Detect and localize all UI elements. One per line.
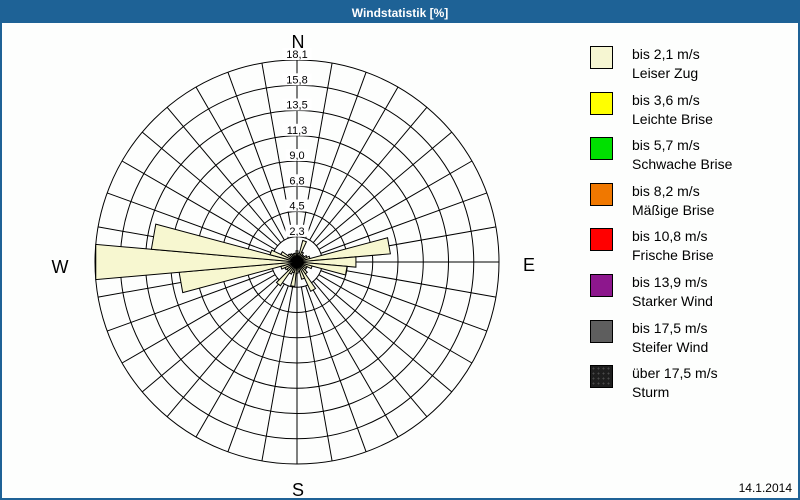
legend-speed-label: bis 8,2 m/s	[632, 182, 700, 199]
window-title: Windstatistik [%]	[351, 5, 449, 20]
grid-spoke	[195, 283, 285, 438]
grid-spoke	[227, 72, 289, 239]
legend-item: bis 17,5 m/s Steifer Wind	[590, 319, 732, 365]
grid-spoke	[121, 160, 276, 250]
grid-spoke	[309, 86, 399, 241]
grid-spoke	[261, 286, 294, 462]
legend-swatch	[590, 228, 613, 252]
legend-speed-label: bis 10,8 m/s	[632, 228, 708, 245]
scale-label-bg	[285, 174, 309, 187]
grid-spoke	[305, 285, 367, 452]
wind-rose: 2,3 4,5 6,8 9,0 11,3 13,5 15,8 18,1N E S W	[52, 32, 536, 500]
grid-spoke	[107, 192, 274, 254]
scale-label: 15,8	[286, 74, 307, 86]
wind-sector-bar	[294, 252, 298, 263]
scale-label: 6,8	[289, 175, 304, 187]
grid-spoke	[316, 131, 453, 247]
legend-item: bis 13,9 m/s Starker Wind	[590, 273, 732, 319]
scale-label-bg	[285, 149, 309, 161]
legend-item: bis 3,6 m/s Leichte Brise	[590, 91, 732, 137]
legend-speed-label: bis 13,9 m/s	[632, 273, 708, 290]
legend-speed-label: bis 17,5 m/s	[632, 319, 708, 336]
scale-label: 2,3	[289, 226, 304, 238]
grid-spoke	[141, 277, 278, 393]
legend-text: bis 2,1 m/s Leiser Zug	[632, 45, 700, 83]
grid-spoke	[316, 277, 453, 393]
legend-text: bis 10,8 m/s Frische Brise	[632, 227, 714, 265]
grid-spoke	[312, 106, 428, 243]
scale-label: 9,0	[289, 150, 304, 162]
scale-label-bg	[285, 224, 309, 237]
legend-item: bis 8,2 m/s Mäßige Brise	[590, 182, 732, 228]
legend-speed-label: bis 3,6 m/s	[632, 91, 700, 108]
scale-label: 18,1	[286, 49, 307, 61]
grid-spoke	[166, 281, 282, 418]
wind-sector-bar	[150, 223, 298, 263]
legend-swatch	[590, 182, 613, 206]
legend-swatch	[590, 91, 613, 115]
legend-text: bis 17,5 m/s Steifer Wind	[632, 319, 708, 357]
legend-swatch	[590, 273, 613, 297]
wind-sector-bar	[275, 261, 298, 287]
legend-text: bis 5,7 m/s Schwache Brise	[632, 136, 732, 174]
scale-label-bg	[282, 73, 312, 86]
legend-item: bis 2,1 m/s Leiser Zug	[590, 45, 732, 91]
compass-label-s: S	[292, 480, 304, 500]
legend-swatch	[590, 46, 613, 69]
grid-spoke	[107, 270, 274, 332]
legend-text: bis 8,2 m/s Mäßige Brise	[632, 182, 714, 220]
grid-spoke	[321, 265, 497, 298]
scale-label-bg	[282, 48, 312, 60]
legend-item: bis 5,7 m/s Schwache Brise	[590, 136, 732, 182]
grid-spoke	[312, 281, 428, 418]
grid-spoke	[305, 72, 367, 239]
grid-spoke	[309, 283, 399, 438]
grid-spoke	[300, 286, 333, 462]
legend-speed-label: bis 2,1 m/s	[632, 46, 700, 62]
legend-class-label: Steifer Wind	[632, 338, 709, 355]
legend-text: bis 3,6 m/s Leichte Brise	[632, 91, 713, 129]
legend-swatch	[590, 365, 613, 389]
legend-speed-label: über 17,5 m/s	[632, 365, 718, 382]
grid-spoke	[195, 86, 285, 241]
scale-label-bg	[282, 98, 312, 111]
legend-class-label: Sturm	[632, 384, 670, 401]
legend-speed-label: bis 5,7 m/s	[632, 137, 700, 154]
grid-spoke	[318, 160, 473, 250]
compass-label-n: N	[292, 32, 305, 52]
grid-spoke	[227, 285, 289, 452]
grid-spoke	[320, 192, 487, 254]
grid-spoke	[318, 274, 473, 364]
grid-spoke	[121, 274, 276, 364]
legend-class-label: Frische Brise	[632, 247, 714, 264]
legend-swatch	[590, 137, 613, 161]
compass-label-e: E	[523, 255, 535, 275]
grid-spoke	[320, 270, 487, 332]
scale-label-bg	[285, 199, 309, 212]
legend-text: über 17,5 m/s Sturm	[632, 364, 718, 402]
legend-class-label: Mäßige Brise	[632, 201, 715, 218]
scale-label: 11,3	[287, 125, 308, 137]
legend-class-label: Leichte Brise	[632, 110, 713, 127]
legend-class-label: Leiser Zug	[632, 65, 699, 81]
legend-swatch	[590, 319, 613, 343]
legend: bis 2,1 m/s Leiser Zug bis 3,6 m/s Leichte …	[590, 45, 732, 410]
title-bar: Windstatistik [%]	[2, 2, 798, 23]
legend-class-label: Starker Wind	[632, 292, 713, 309]
scale-label-bg	[282, 123, 312, 136]
scale-label: 13,5	[286, 100, 307, 112]
grid-spoke	[166, 106, 282, 243]
compass-label-w: W	[52, 257, 69, 277]
legend-class-label: Schwache Brise	[632, 156, 733, 173]
legend-item: bis 10,8 m/s Frische Brise	[590, 227, 732, 273]
scale-label: 4,5	[289, 201, 304, 213]
legend-text: bis 13,9 m/s Starker Wind	[632, 273, 713, 311]
date-label: 14.1.2014	[738, 481, 792, 495]
legend-item: über 17,5 m/s Sturm	[590, 364, 732, 410]
grid-spoke	[141, 131, 278, 247]
